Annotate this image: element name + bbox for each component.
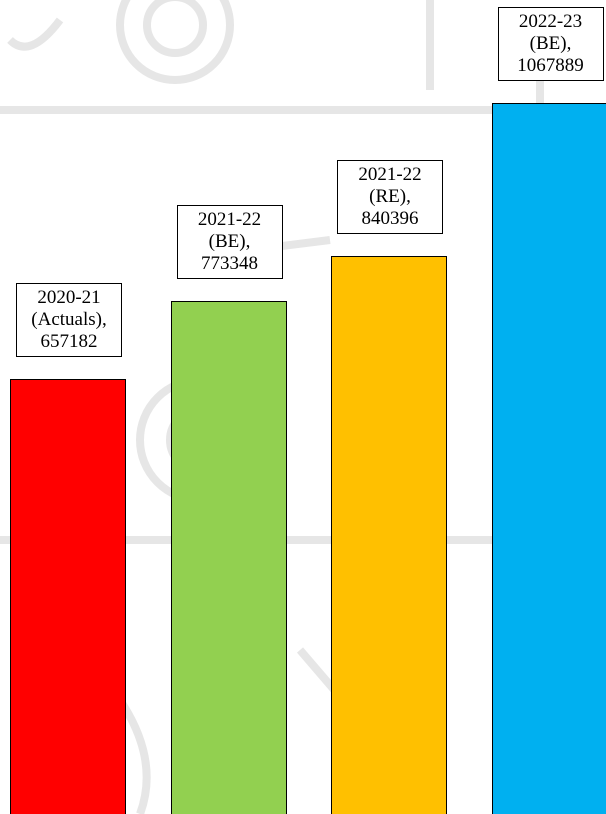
bar <box>10 378 126 814</box>
data-label: 2021-22 (BE), 773348 <box>176 204 283 279</box>
bar <box>491 103 606 814</box>
bar <box>331 255 447 814</box>
data-label: 2020-21 (Actuals), 657182 <box>16 282 122 357</box>
data-label: 2021-22 (RE), 840396 <box>337 159 443 234</box>
data-label: 2022-23 (BE), 1067889 <box>497 7 604 81</box>
bar <box>170 300 287 814</box>
